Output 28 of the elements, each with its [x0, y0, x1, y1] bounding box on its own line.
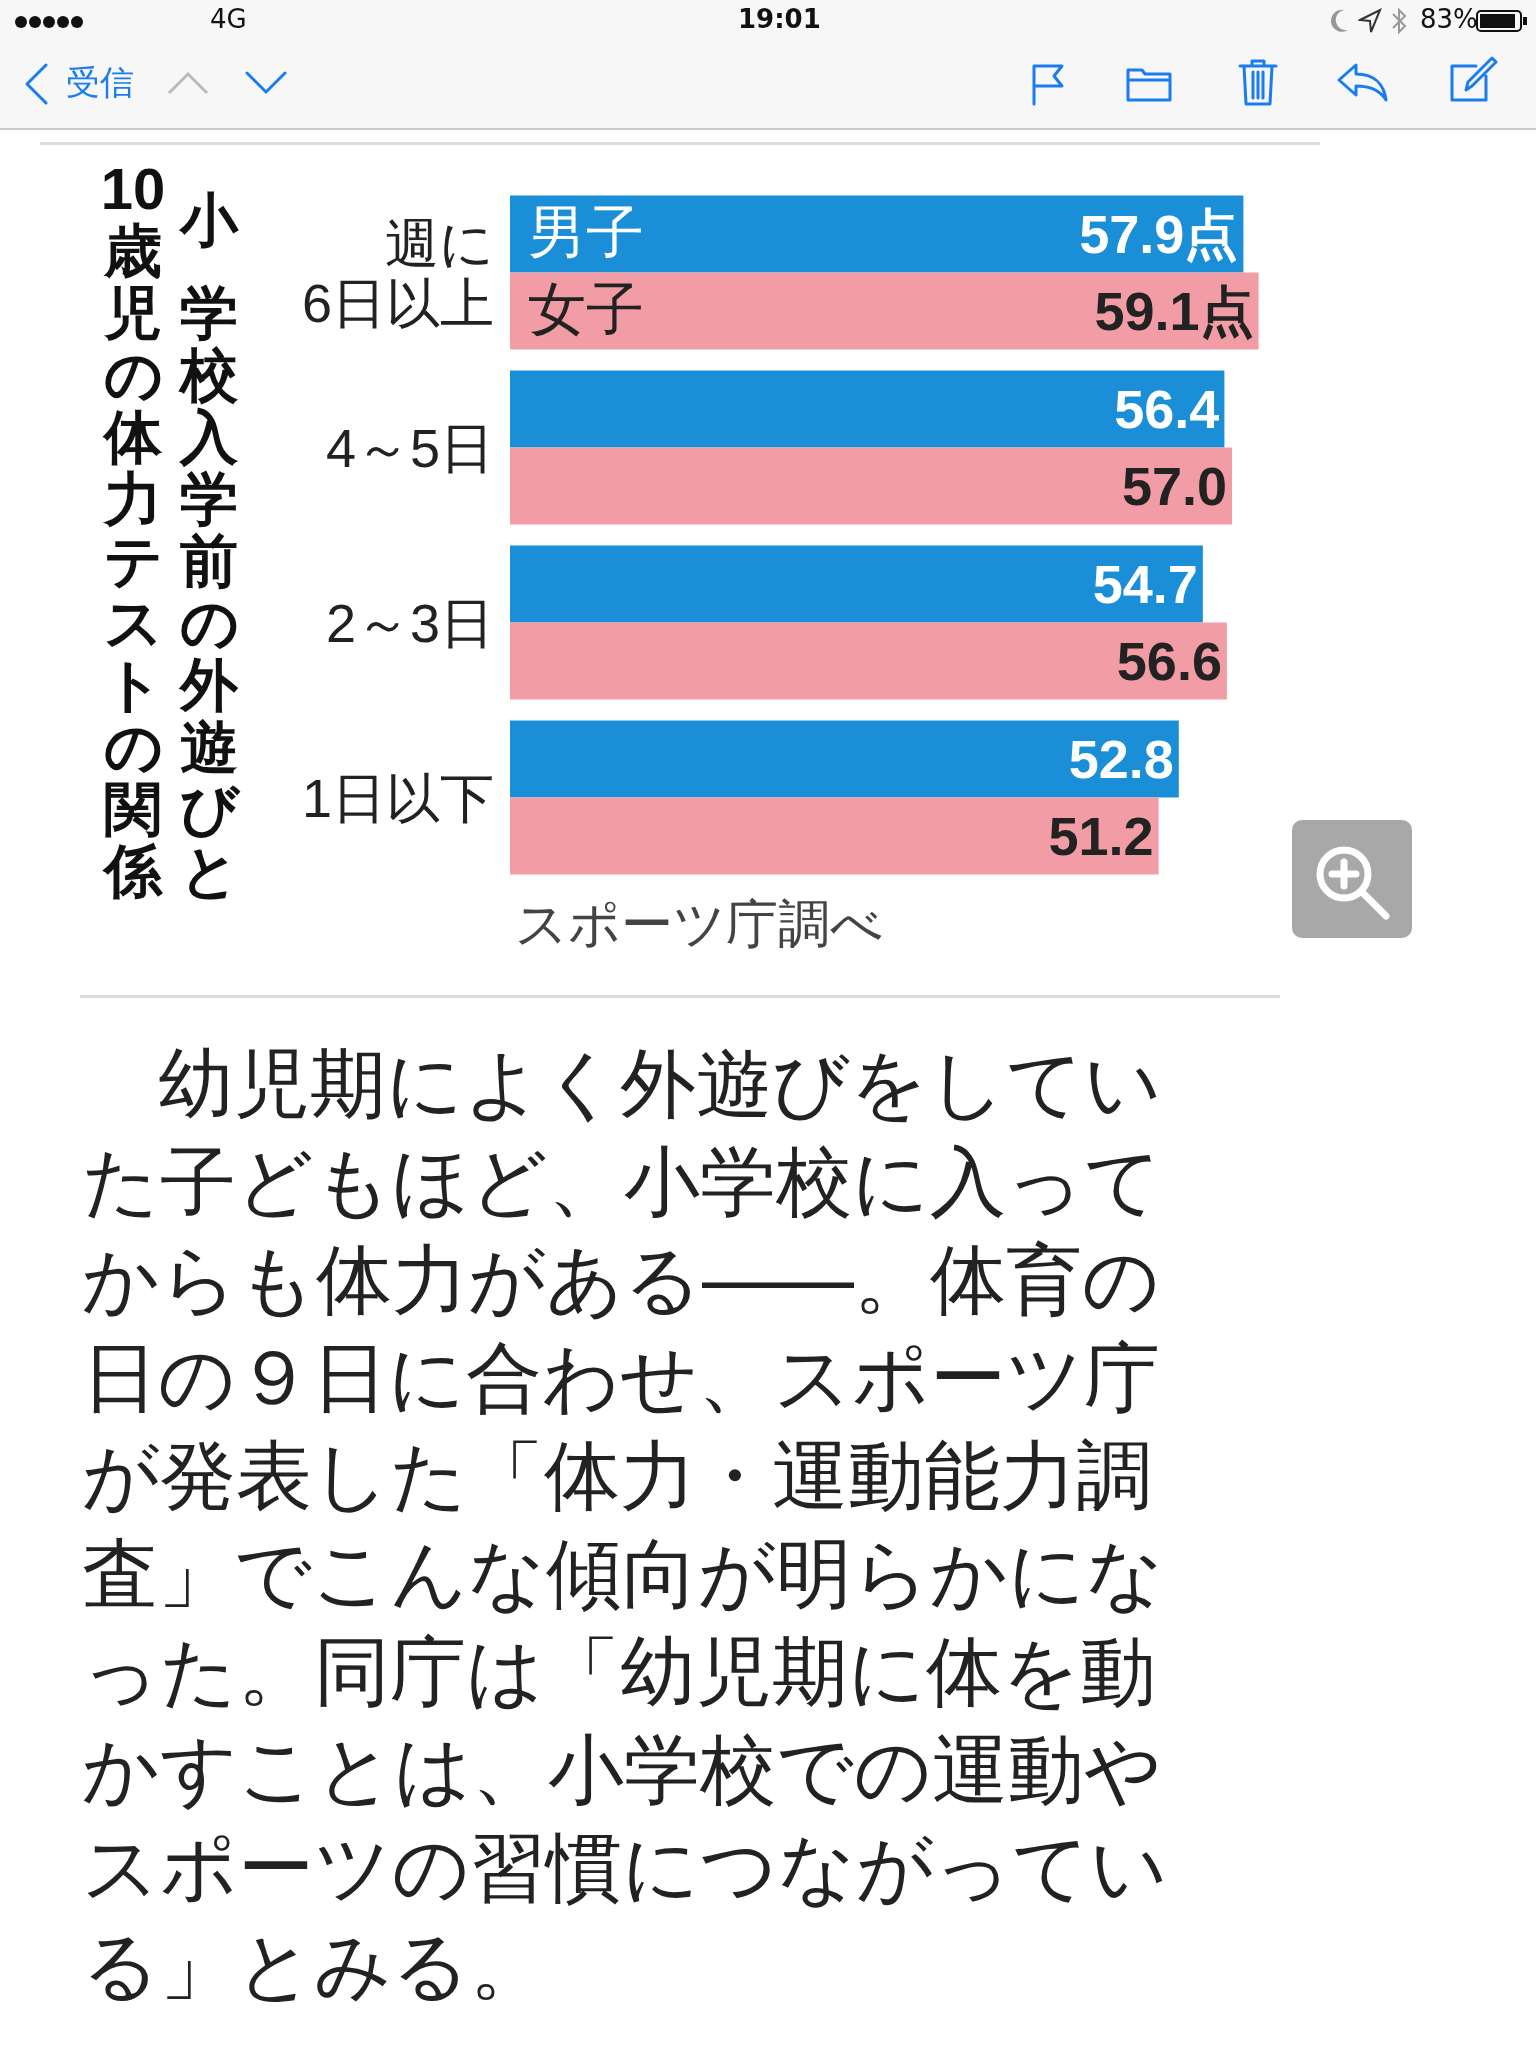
data-label: 59.1点 — [1094, 281, 1254, 341]
y-tick-label: 2～3日 — [325, 592, 494, 653]
data-label: 57.9点 — [1079, 204, 1239, 264]
bar — [510, 272, 1259, 350]
data-label: 56.4 — [1114, 379, 1220, 439]
bar — [510, 370, 1225, 448]
data-label: 56.6 — [1116, 631, 1222, 691]
bar — [510, 622, 1227, 700]
data-label: 57.0 — [1121, 456, 1227, 516]
bar — [510, 720, 1179, 798]
text: 幼児期によく外遊びをしていた子どもほど、小学校に入ってからも体力がある――。体育の日の９日に合わせ、スポーツ庁が発表した「体力・運動能力調査」でこんな傾向が明らかになった。同庁は「幼児期に体を動かすことは、小学校での運動やスポーツの習慣につながっている」とみる。 — [82, 1039, 1168, 2010]
bar — [510, 195, 1244, 273]
y-tick-label: 4～5日 — [325, 417, 494, 478]
text: 19:01 — [738, 4, 821, 34]
text: 受信 — [66, 61, 134, 104]
text: スポーツ庁調べ — [515, 893, 883, 956]
data-label: 52.8 — [1068, 729, 1174, 789]
bar — [510, 545, 1203, 623]
series-label: 男子 — [528, 198, 644, 264]
y-tick-label: 週に 6日以上 — [301, 212, 494, 333]
bar — [510, 797, 1159, 875]
series-label: 女子 — [528, 275, 644, 341]
bar — [510, 447, 1232, 525]
y-tick-label: 1日以下 — [301, 767, 494, 828]
text: 4G — [210, 4, 247, 34]
data-label: 51.2 — [1048, 806, 1154, 866]
data-label: 54.7 — [1092, 554, 1198, 614]
text: 83% — [1420, 4, 1478, 34]
